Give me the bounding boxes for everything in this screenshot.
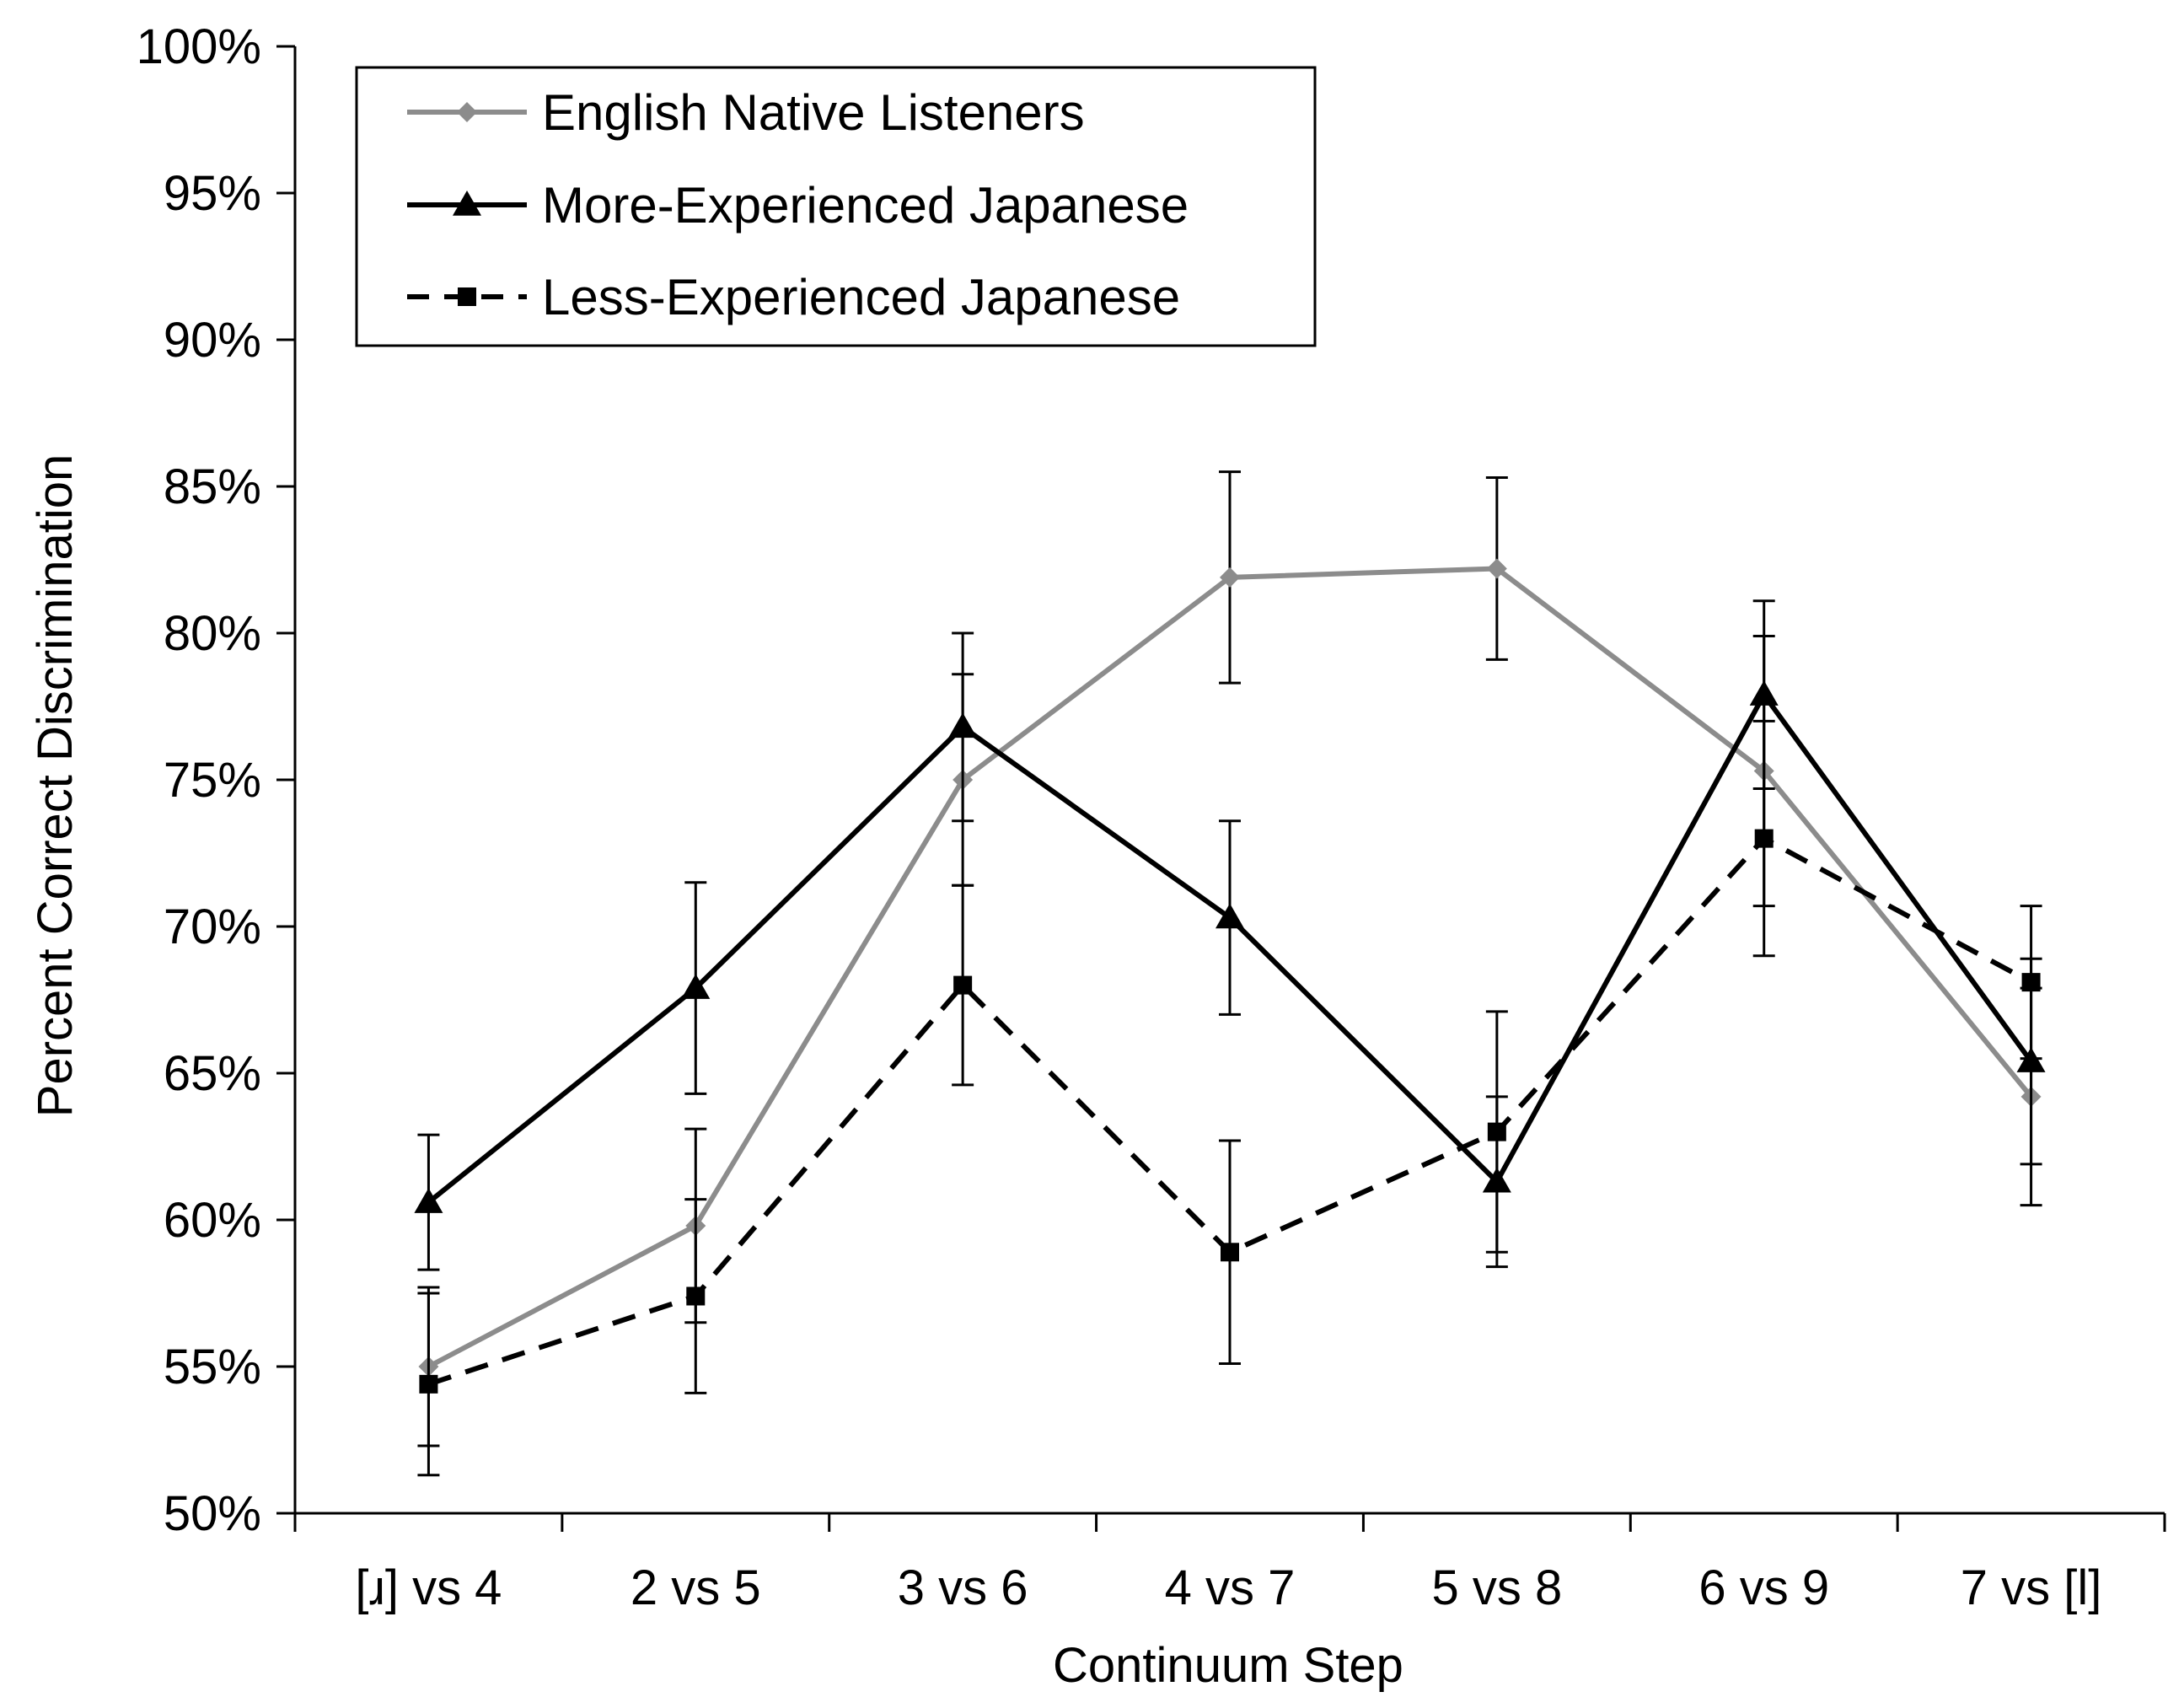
y-tick-label: 85% — [164, 459, 261, 514]
y-axis-ticks: 50% 55% 60% 65% 70% 75% 80% 85% 90% 95% 100% — [137, 19, 295, 1541]
x-tick-label: 2 vs 5 — [631, 1560, 761, 1615]
x-tick-label: 5 vs 8 — [1431, 1560, 1562, 1615]
x-tick-label: 3 vs 6 — [898, 1560, 1028, 1615]
legend-triangle-icon — [453, 191, 481, 216]
legend-label-less-experienced: Less-Experienced Japanese — [542, 269, 1180, 325]
legend-marker — [453, 191, 481, 216]
y-tick-label: 55% — [164, 1340, 261, 1394]
y-tick-label: 50% — [164, 1486, 261, 1541]
legend-label-english-native: English Native Listeners — [542, 84, 1085, 141]
data-point — [414, 1188, 443, 1213]
y-tick-label: 70% — [164, 900, 261, 954]
data-point — [953, 975, 973, 995]
x-tick-label: 4 vs 7 — [1165, 1560, 1296, 1615]
series-less-experienced-japanese — [417, 719, 2042, 1477]
x-axis-ticks: [ɹ] vs 4 2 vs 5 3 vs 6 4 vs 7 5 vs 8 6 vs 9 7 … — [293, 1513, 2166, 1615]
data-point — [681, 974, 711, 999]
y-tick-label: 95% — [164, 166, 261, 221]
data-point — [1221, 1243, 1239, 1262]
data-point — [1215, 903, 1244, 929]
y-tick-label: 75% — [164, 753, 261, 808]
y-tick-label: 100% — [137, 19, 261, 74]
legend-marker — [458, 287, 476, 306]
x-tick-label: 6 vs 9 — [1698, 1560, 1829, 1615]
legend-diamond-icon — [457, 102, 477, 122]
legend-label-more-experienced: More-Experienced Japanese — [542, 177, 1189, 234]
y-tick-label: 60% — [164, 1193, 261, 1248]
legend-item-less-experienced: Less-Experienced Japanese — [407, 269, 1180, 325]
legend-item-more-experienced: More-Experienced Japanese — [407, 177, 1189, 234]
data-point — [1486, 558, 1507, 579]
x-tick-label: [ɹ] vs 4 — [355, 1560, 502, 1615]
legend: English Native Listeners More-Experience… — [355, 66, 1317, 347]
x-tick-label: 7 vs [l] — [1961, 1560, 2102, 1615]
y-axis-title: Percent Correct Discrimination — [28, 454, 83, 1117]
legend-marker — [457, 102, 477, 122]
data-point — [2021, 973, 2041, 992]
data-point — [686, 1286, 706, 1306]
data-point — [1220, 567, 1240, 588]
y-tick-label: 80% — [164, 606, 261, 661]
series-layer — [414, 470, 2046, 1477]
y-tick-label: 65% — [164, 1046, 261, 1101]
data-point — [1754, 829, 1774, 848]
x-axis-title: Continuum Step — [1053, 1638, 1403, 1693]
data-point — [419, 1374, 438, 1394]
y-tick-label: 90% — [164, 313, 261, 368]
legend-square-icon — [458, 287, 476, 306]
legend-item-english-native: English Native Listeners — [407, 84, 1085, 141]
data-point — [1749, 680, 1779, 706]
data-point — [1487, 1122, 1506, 1141]
data-point — [948, 712, 978, 739]
